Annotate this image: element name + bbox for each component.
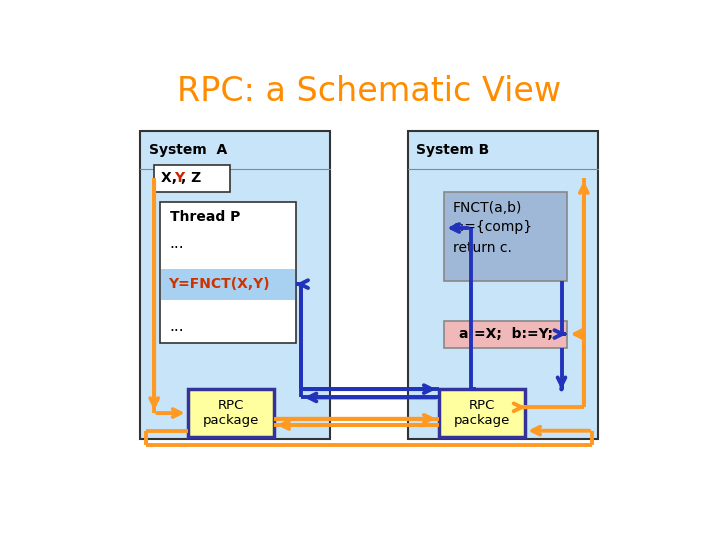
Bar	[154, 165, 230, 192]
Text: X,: X,	[161, 171, 181, 185]
Text: c:={comp}: c:={comp}	[453, 220, 533, 234]
Text: ...: ...	[170, 319, 184, 334]
Text: Y: Y	[174, 171, 184, 185]
Text: return c.: return c.	[453, 241, 512, 255]
Text: RPC
package: RPC package	[203, 399, 259, 427]
Text: System  A: System A	[148, 143, 227, 157]
Bar	[140, 131, 330, 439]
Bar	[160, 202, 297, 343]
Text: RPC
package: RPC package	[454, 399, 510, 427]
Text: ...: ...	[170, 236, 184, 251]
Bar	[444, 192, 567, 281]
Text: a:=X;  b:=Y;: a:=X; b:=Y;	[459, 327, 553, 341]
Text: Thread P: Thread P	[170, 210, 240, 224]
Bar	[188, 389, 274, 437]
Bar	[438, 389, 526, 437]
Text: RPC: a Schematic View: RPC: a Schematic View	[177, 75, 561, 109]
Bar	[408, 131, 598, 439]
Text: , Z: , Z	[181, 171, 201, 185]
Text: Y=FNCT(X,Y): Y=FNCT(X,Y)	[168, 277, 270, 291]
Bar	[444, 321, 567, 348]
Text: FNCT(a,b): FNCT(a,b)	[453, 201, 522, 215]
Bar	[161, 268, 295, 300]
Text: System B: System B	[416, 143, 490, 157]
